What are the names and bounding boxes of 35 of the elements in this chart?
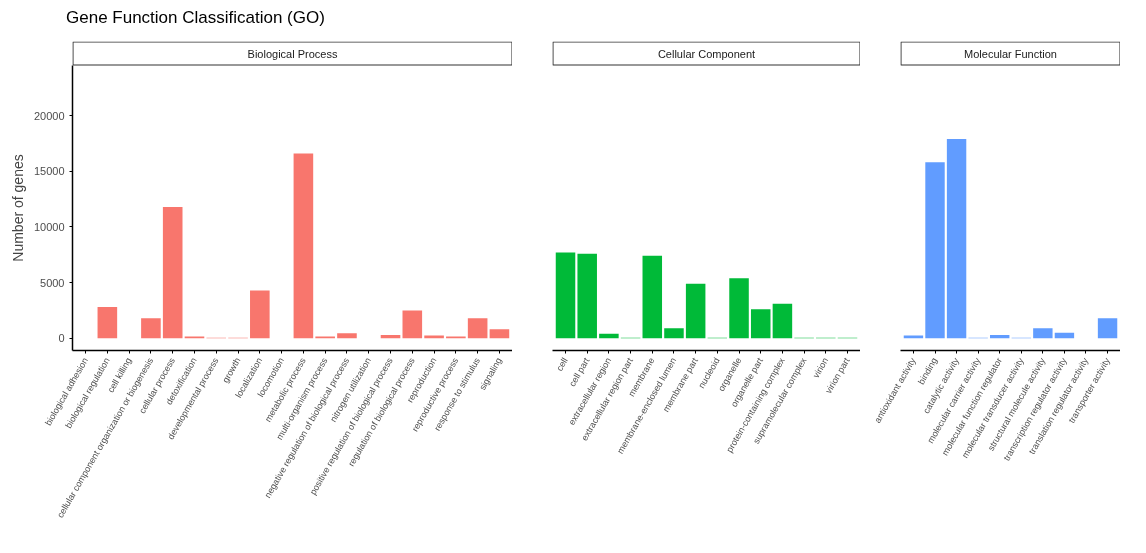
chart-title: Gene Function Classification (GO) <box>66 7 325 29</box>
y-tick-label: 10000 <box>33 220 65 233</box>
bar <box>141 318 161 339</box>
y-tick-label: 20000 <box>33 109 65 122</box>
bar <box>599 333 619 339</box>
bar <box>489 329 510 339</box>
bar <box>925 162 945 339</box>
bar <box>402 310 423 339</box>
bar <box>467 318 488 339</box>
y-tick-label: 5000 <box>40 276 65 289</box>
bar <box>577 253 597 339</box>
bar <box>729 278 749 339</box>
bar <box>772 303 793 339</box>
y-tick-label: 15000 <box>33 165 65 178</box>
bar <box>1097 318 1118 339</box>
bar <box>424 335 444 339</box>
bar <box>555 252 576 339</box>
bar <box>293 153 314 339</box>
chart-subtitle: Cellular Component <box>657 47 756 60</box>
bar <box>162 206 183 339</box>
bar <box>250 290 270 339</box>
y-axis-title: Number of genes <box>9 154 26 262</box>
bar <box>1033 328 1053 339</box>
y-tick-label: 0 <box>58 332 65 345</box>
chart-subtitle: Biological Process <box>247 47 338 60</box>
bar <box>664 328 684 339</box>
bar <box>946 138 967 339</box>
chart-subtitle: Molecular Function <box>964 47 1057 60</box>
bar <box>685 283 706 339</box>
bar <box>903 335 924 339</box>
x-tick-label: cell <box>554 355 570 373</box>
bar <box>750 309 771 339</box>
bar <box>337 333 357 339</box>
bar <box>97 307 118 339</box>
bar <box>642 255 663 339</box>
